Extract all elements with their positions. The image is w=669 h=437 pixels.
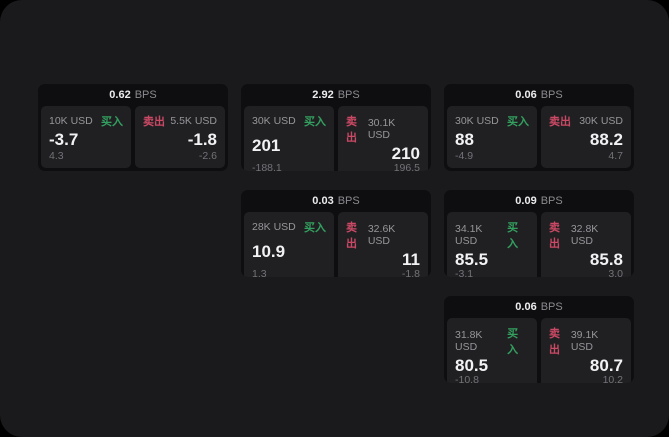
quote-card: 0.03 BPS 28K USD 买入 10.9 1.3 卖出 32.6K US… [241,190,431,277]
buy-delta-value: 4.3 [49,150,64,162]
sell-panel[interactable]: 卖出 39.1K USD 80.7 10.2 [541,318,631,383]
sell-notional-label: 32.8K USD [570,223,599,247]
sell-notional-label: 30.1K USD [367,117,396,141]
card-body: 28K USD 买入 10.9 1.3 卖出 32.6K USD 11 -1.8 [241,212,431,277]
buy-notional-label: 28K USD [252,221,296,233]
bps-value: 0.06 [515,89,537,101]
buy-panel[interactable]: 28K USD 买入 10.9 1.3 [244,212,334,277]
card-header: 0.09 BPS [444,190,634,212]
buy-notional-label: 30K USD [252,115,296,127]
sell-badge: 卖出 [549,328,560,356]
cards-grid: 0.62 BPS 10K USD 买入 -3.7 4.3 卖出 5.5K USD… [38,84,634,383]
buy-badge: 买入 [304,222,326,234]
buy-panel[interactable]: 10K USD 买入 -3.7 4.3 [41,106,131,168]
sell-badge: 卖出 [549,116,571,128]
card-body: 30K USD 买入 88 -4.9 卖出 30K USD 88.2 4.7 [444,106,634,171]
card-body: 31.8K USD 买入 80.5 -10.8 卖出 39.1K USD 80.… [444,318,634,383]
buy-badge: 买入 [507,328,519,356]
buy-delta-value: -188.1 [252,162,282,171]
buy-delta-value: 1.3 [252,268,267,277]
buy-price-value: 88 [455,130,474,149]
bps-suffix: BPS [540,89,563,101]
buy-price-value: 80.5 [455,356,489,375]
bps-value: 0.62 [109,89,131,101]
sell-delta-value: -1.8 [401,268,420,277]
quote-card: 2.92 BPS 30K USD 买入 201 -188.1 卖出 30.1K … [241,84,431,171]
sell-price-value: 88.2 [589,130,623,149]
sell-price-value: 85.8 [589,250,623,269]
buy-panel[interactable]: 31.8K USD 买入 80.5 -10.8 [447,318,537,383]
bps-value: 2.92 [312,89,334,101]
sell-notional-label: 5.5K USD [170,115,217,127]
card-body: 30K USD 买入 201 -188.1 卖出 30.1K USD 210 1… [241,106,431,171]
quote-card: 0.06 BPS 30K USD 买入 88 -4.9 卖出 30K USD 8… [444,84,634,171]
quote-card: 0.09 BPS 34.1K USD 买入 85.5 -3.1 卖出 32.8K… [444,190,634,277]
bps-suffix: BPS [337,195,360,207]
buy-panel[interactable]: 30K USD 买入 88 -4.9 [447,106,537,168]
sell-delta-value: 196.5 [393,162,420,171]
buy-notional-label: 34.1K USD [455,223,483,247]
card-header: 0.62 BPS [38,84,228,106]
buy-badge: 买入 [507,116,529,128]
sell-price-value: 80.7 [589,356,623,375]
buy-delta-value: -3.1 [455,268,474,277]
buy-badge: 买入 [507,222,519,250]
card-header: 0.06 BPS [444,84,634,106]
sell-price-value: 210 [391,144,420,163]
bps-suffix: BPS [540,301,563,313]
card-header: 0.06 BPS [444,296,634,318]
sell-panel[interactable]: 卖出 32.6K USD 11 -1.8 [338,212,428,277]
sell-panel[interactable]: 卖出 5.5K USD -1.8 -2.6 [135,106,225,168]
sell-delta-value: 10.2 [602,374,623,383]
buy-panel[interactable]: 34.1K USD 买入 85.5 -3.1 [447,212,537,277]
quote-card: 0.06 BPS 31.8K USD 买入 80.5 -10.8 卖出 39.1… [444,296,634,383]
sell-badge: 卖出 [143,116,165,128]
sell-panel[interactable]: 卖出 32.8K USD 85.8 3.0 [541,212,631,277]
card-header: 2.92 BPS [241,84,431,106]
buy-delta-value: -4.9 [455,150,474,162]
bps-suffix: BPS [337,89,360,101]
buy-price-value: 10.9 [252,242,286,261]
sell-badge: 卖出 [549,222,560,250]
quote-card: 0.62 BPS 10K USD 买入 -3.7 4.3 卖出 5.5K USD… [38,84,228,171]
buy-notional-label: 10K USD [49,115,93,127]
buy-price-value: 85.5 [455,250,489,269]
card-body: 34.1K USD 买入 85.5 -3.1 卖出 32.8K USD 85.8… [444,212,634,277]
buy-panel[interactable]: 30K USD 买入 201 -188.1 [244,106,334,171]
sell-price-value: 11 [402,250,420,269]
bps-value: 0.06 [515,301,537,313]
buy-notional-label: 31.8K USD [455,329,483,353]
bps-suffix: BPS [134,89,157,101]
sell-delta-value: -2.6 [198,150,217,162]
sell-delta-value: 4.7 [608,150,623,162]
sell-panel[interactable]: 卖出 30K USD 88.2 4.7 [541,106,631,168]
bps-value: 0.09 [515,195,537,207]
sell-notional-label: 39.1K USD [570,329,599,353]
sell-badge: 卖出 [346,116,357,144]
sell-notional-label: 30K USD [579,115,623,127]
buy-price-value: 201 [252,136,281,155]
card-body: 10K USD 买入 -3.7 4.3 卖出 5.5K USD -1.8 -2.… [38,106,228,171]
buy-badge: 买入 [304,116,326,128]
sell-badge: 卖出 [346,222,357,250]
card-header: 0.03 BPS [241,190,431,212]
sell-notional-label: 32.6K USD [367,223,396,247]
sell-price-value: -1.8 [187,130,217,149]
sell-panel[interactable]: 卖出 30.1K USD 210 196.5 [338,106,428,171]
bps-suffix: BPS [540,195,563,207]
buy-badge: 买入 [101,116,123,128]
bps-value: 0.03 [312,195,334,207]
buy-delta-value: -10.8 [455,374,479,383]
buy-notional-label: 30K USD [455,115,499,127]
buy-price-value: -3.7 [49,130,79,149]
sell-delta-value: 3.0 [608,268,623,277]
